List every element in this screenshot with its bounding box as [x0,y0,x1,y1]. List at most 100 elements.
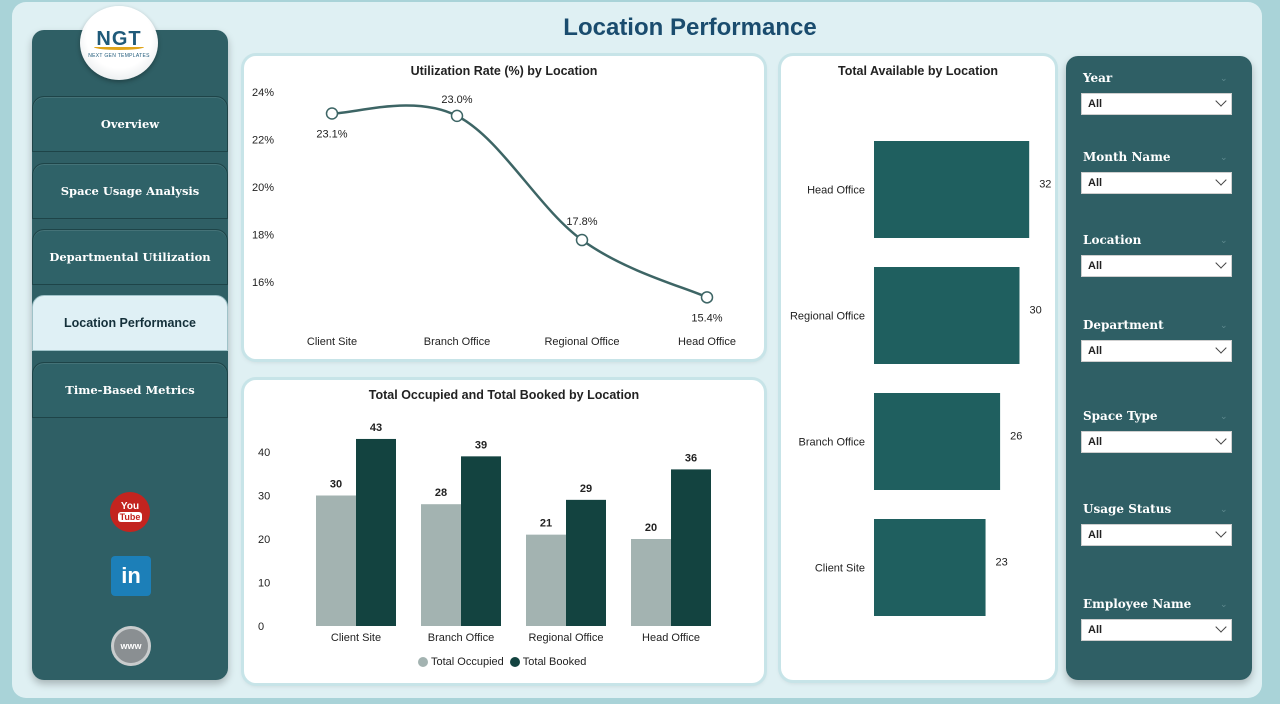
filter-space-type-collapse-icon[interactable]: ⌄ [1220,411,1228,421]
filter-location-label: Location [1083,233,1142,247]
utilization-chart-card: Utilization Rate (%) by Location 24% 22% 2… [244,56,764,359]
utilization-series-line [331,104,708,299]
bar-booked [461,456,501,626]
filter-space-type-label: Space Type [1083,409,1158,423]
filter-month-name-collapse-icon[interactable]: ⌄ [1220,152,1228,162]
total-available-bar-chart: Head Office 32 Regional Office 30 Branch Off… [790,141,1051,616]
legend-booked-marker [509,657,520,667]
nav-space-usage-button[interactable]: Space Usage Analysis [32,163,228,219]
chevron-down-icon [1215,257,1227,269]
hbar [874,141,1030,238]
y-tick-label: 22% [252,135,274,147]
utilization-line-chart: 24% 22% 20% 18% 16% 23.1% Client Site 23.0% Bran… [252,87,736,348]
filter-month-name-dropdown[interactable]: All [1081,172,1232,194]
chart-legend: Total Occupied Total Booked [418,656,586,668]
bar-data-label: 29 [580,483,592,495]
bar-data-label: 39 [475,439,487,451]
x-category-label: Head Office [678,336,736,348]
filter-space-type-dropdown[interactable]: All [1081,431,1232,453]
filter-location-collapse-icon[interactable]: ⌄ [1220,235,1228,245]
logo: NGT NEXT GEN TEMPLATES [80,6,158,80]
nav-location-performance-button[interactable]: Location Performance [32,295,228,351]
youtube-text-bottom: Tube [117,512,143,522]
line-data-label: 23.0% [441,94,472,106]
line-data-label: 15.4% [691,312,722,324]
filter-year-value: All [1088,98,1103,110]
chevron-down-icon [1215,174,1227,186]
filter-location-value: All [1088,260,1103,272]
line-data-point [700,291,714,304]
filter-usage-status-value: All [1088,529,1103,541]
total-available-chart-card: Total Available by Location Head Office 3… [781,56,1055,680]
nav-overview-button[interactable]: Overview [32,96,228,152]
filter-employee-name-dropdown[interactable]: All [1081,619,1232,641]
y-tick-label: 20 [258,534,270,546]
filter-year-dropdown[interactable]: All [1081,93,1232,115]
bar-occupied [316,495,356,626]
website-globe-icon[interactable]: www [111,626,151,666]
filter-year-label: Year [1083,71,1113,85]
filter-department-collapse-icon[interactable]: ⌄ [1220,320,1228,330]
chevron-down-icon [1215,342,1227,354]
filter-month-name-label: Month Name [1083,150,1171,164]
y-tick-label: 18% [252,230,274,242]
hbar-data-label: 23 [996,557,1008,569]
bar-occupied [526,534,566,626]
linkedin-icon[interactable]: in [111,556,151,596]
y-category-label: Client Site [815,563,865,575]
filter-usage-status-dropdown[interactable]: All [1081,524,1232,546]
x-category-label: Regional Office [528,632,603,644]
occupied-booked-chart-card: Total Occupied and Total Booked by Locat… [244,380,764,683]
legend-occupied-marker [418,657,428,667]
line-data-point [450,109,464,123]
legend-occupied-label: Total Occupied [431,656,504,668]
x-category-label: Branch Office [424,336,490,348]
bar-data-label: 28 [435,487,447,499]
bar-booked [566,499,606,626]
bar-booked [356,438,396,626]
line-data-point [325,107,339,120]
page-title: Location Performance [563,14,817,41]
y-tick-label: 24% [252,87,274,99]
hbar [874,519,986,616]
y-category-label: Regional Office [790,311,865,323]
hbar-data-label: 30 [1030,305,1042,317]
hbar [874,393,1001,490]
filter-employee-name-label: Employee Name [1083,597,1192,611]
chevron-down-icon [1215,621,1227,633]
chevron-down-icon [1215,95,1227,107]
filter-department-label: Department [1083,318,1164,332]
y-tick-label: 30 [258,491,270,503]
youtube-icon[interactable]: You Tube [110,492,150,532]
y-tick-label: 40 [258,447,270,459]
bar-occupied [631,539,671,626]
line-data-point [575,233,589,247]
filter-employee-name-collapse-icon[interactable]: ⌄ [1220,599,1228,609]
filter-panel [1066,56,1252,680]
legend-booked-label: Total Booked [522,656,587,668]
hbar [874,267,1020,364]
nav-departmental-button[interactable]: Departmental Utilization [32,229,228,285]
y-category-label: Branch Office [799,437,865,449]
nav-time-based-button[interactable]: Time-Based Metrics [32,362,228,418]
occupied-booked-bar-chart: 40 30 20 10 0 30 43 Client Site 28 39 Branch Offic… [258,422,711,644]
filter-usage-status-collapse-icon[interactable]: ⌄ [1220,504,1228,514]
y-category-label: Head Office [807,185,865,197]
bar-data-label: 20 [645,522,657,534]
x-category-label: Client Site [331,632,381,644]
filter-department-dropdown[interactable]: All [1081,340,1232,362]
bar-data-label: 36 [685,452,697,464]
hbar-data-label: 32 [1039,179,1051,191]
hbar-data-label: 26 [1010,431,1022,443]
filter-year-collapse-icon[interactable]: ⌄ [1220,73,1228,83]
y-tick-label: 10 [258,578,270,590]
chevron-down-icon [1215,433,1227,445]
y-tick-label: 16% [252,277,274,289]
bar-data-label: 30 [330,479,342,491]
filter-location-dropdown[interactable]: All [1081,255,1232,277]
line-data-label: 23.1% [316,128,347,140]
occupied-booked-chart-title: Total Occupied and Total Booked by Locat… [368,388,640,402]
x-category-label: Regional Office [544,336,619,348]
x-category-label: Branch Office [428,632,494,644]
filter-employee-name-value: All [1088,624,1103,636]
